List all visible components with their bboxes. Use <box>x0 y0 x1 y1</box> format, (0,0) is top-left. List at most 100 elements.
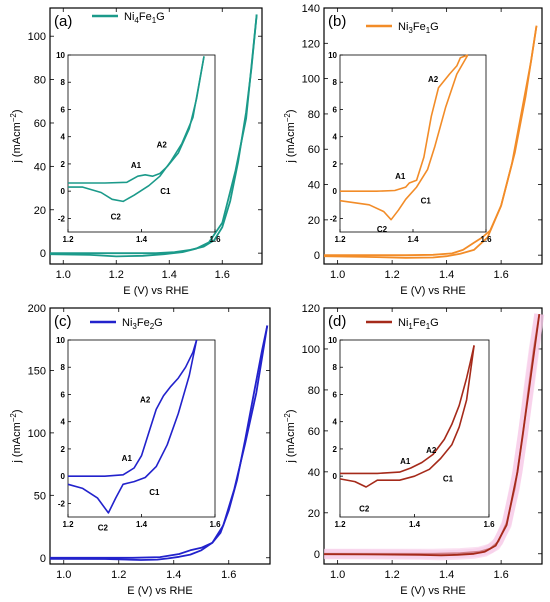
legend-base: Ni <box>124 11 134 23</box>
inset-annotation: A1 <box>122 454 133 463</box>
legend-mid: Fe <box>413 21 426 33</box>
inset-plot: 1.2 1.4 1.6 -2 0 2 4 6 8 10 A1 A2 C1 C2 <box>56 51 221 244</box>
series-line-2 <box>323 25 538 259</box>
legend-sub-1: 3 <box>408 26 413 35</box>
y-tick-label: 0 <box>40 553 46 565</box>
x-axis-label: E (V) vs RHE <box>400 585 465 597</box>
plot-frame <box>323 7 543 265</box>
inset-frame <box>67 339 216 518</box>
inset-x-tick-label: 1.2 <box>62 520 74 529</box>
y-axis-label-main: j (mAcm <box>285 122 297 163</box>
legend-label: Ni3Fe2G <box>122 317 163 331</box>
y-axis-label-main: j (mAcm <box>11 122 23 163</box>
y-axis-label: j (mAcm−2) <box>283 109 297 163</box>
y-tick-label: 200 <box>28 303 46 315</box>
x-tick-label: 1.4 <box>439 269 454 281</box>
y-tick-label: 20 <box>34 205 46 217</box>
inset-annotation: A2 <box>140 396 151 405</box>
inset-frame <box>339 54 487 233</box>
inset-annotation: C2 <box>111 213 122 222</box>
y-tick-label: 20 <box>308 215 320 227</box>
inset-y-tick-label: 10 <box>56 51 65 60</box>
inset-y-tick-label: 2 <box>61 445 66 454</box>
x-tick-label: 1.6 <box>221 569 236 581</box>
inset-annotation: C1 <box>149 488 160 497</box>
x-tick-label: 1.0 <box>56 569 71 581</box>
inset-y-tick-label: -2 <box>58 214 66 223</box>
inset-y-tick-label: 8 <box>61 78 66 87</box>
y-tick-label: 80 <box>308 109 320 121</box>
inset-y-tick-label: 4 <box>333 133 338 142</box>
inset-annotation: A2 <box>426 446 437 455</box>
y-tick-label: 120 <box>302 38 320 50</box>
x-tick-label: 1.0 <box>56 269 71 281</box>
series-line-1 <box>324 25 538 257</box>
y-tick-label: 100 <box>28 428 46 440</box>
legend-sub-2: 1 <box>426 322 431 331</box>
y-tick-label: 40 <box>308 180 320 192</box>
y-tick-label: 140 <box>302 3 320 15</box>
y-axis-label-sup: −2 <box>9 113 18 123</box>
legend-sub-2: 2 <box>150 322 155 331</box>
inset-y-tick-label: 0 <box>61 472 66 481</box>
y-tick-label: 60 <box>308 426 320 438</box>
plot-frame <box>49 7 263 265</box>
legend-mid: Fe <box>139 11 152 23</box>
inset-y-tick-label: 10 <box>328 336 337 345</box>
legend-tail: G <box>430 317 439 329</box>
y-tick-label: 80 <box>34 75 46 87</box>
inset-y-tick-label: 8 <box>61 363 66 372</box>
legend-base: Ni <box>398 21 408 33</box>
inset-plot: 1.2 1.4 1.6 -2 0 2 4 6 8 10 A1 A2 C1 C2 <box>56 336 221 533</box>
inset-y-tick-label: 6 <box>61 105 66 114</box>
inset-series-line-1 <box>340 54 469 192</box>
series-line-2 <box>49 325 269 561</box>
legend-label: Ni4Fe1G <box>124 11 165 25</box>
inset-x-tick-label: 1.6 <box>480 235 492 244</box>
inset-y-tick-label: -2 <box>58 499 66 508</box>
inset-annotation: A1 <box>131 161 142 170</box>
y-axis-label-main: j (mAcm <box>285 422 297 463</box>
y-axis-label-close: ) <box>285 409 297 413</box>
legend-label: Ni1Fe1G <box>398 317 439 331</box>
legend-sub-1: 4 <box>134 16 139 25</box>
inset-annotation: A2 <box>428 75 439 84</box>
y-tick-label: 150 <box>28 365 46 377</box>
x-tick-label: 1.2 <box>384 269 399 281</box>
inset-annotation: C2 <box>377 225 388 234</box>
panel-label: (b) <box>328 13 346 30</box>
inset-x-tick-label: 1.2 <box>334 520 346 529</box>
x-axis-label: E (V) vs RHE <box>400 285 465 297</box>
inset-annotation: A1 <box>395 172 406 181</box>
plot-frame <box>49 307 271 565</box>
inset-y-tick-label: 6 <box>61 390 66 399</box>
inset-x-tick-label: 1.2 <box>62 235 74 244</box>
inset-annotation: C1 <box>160 187 171 196</box>
x-tick-label: 1.6 <box>493 569 508 581</box>
inset-y-tick-label: 0 <box>61 187 66 196</box>
panel-label: (a) <box>54 13 72 30</box>
y-tick-label: 60 <box>34 118 46 130</box>
x-tick-label: 1.6 <box>493 269 508 281</box>
legend-base: Ni <box>398 317 408 329</box>
y-axis-label-close: ) <box>11 409 23 413</box>
x-axis-label: E (V) vs RHE <box>127 585 192 597</box>
x-tick-label: 1.6 <box>215 269 230 281</box>
panel-label: (d) <box>328 313 346 330</box>
inset-series-line-2 <box>68 56 205 203</box>
inset-y-tick-label: 8 <box>333 78 338 87</box>
y-tick-label: 0 <box>314 250 320 262</box>
inset-series-line-2 <box>67 339 198 514</box>
x-tick-label: 1.0 <box>330 569 345 581</box>
series-line-2 <box>49 14 258 258</box>
y-tick-label: 50 <box>34 490 46 502</box>
legend-mid: Fe <box>137 317 150 329</box>
inset-y-tick-label: 0 <box>333 472 338 481</box>
y-tick-label: 120 <box>302 303 320 315</box>
y-axis-label: j (mAcm−2) <box>9 409 23 463</box>
y-tick-label: 20 <box>308 508 320 520</box>
x-axis-label: E (V) vs RHE <box>123 285 188 297</box>
inset-series-line-2 <box>339 54 469 221</box>
inset-series-line-2 <box>339 345 475 488</box>
